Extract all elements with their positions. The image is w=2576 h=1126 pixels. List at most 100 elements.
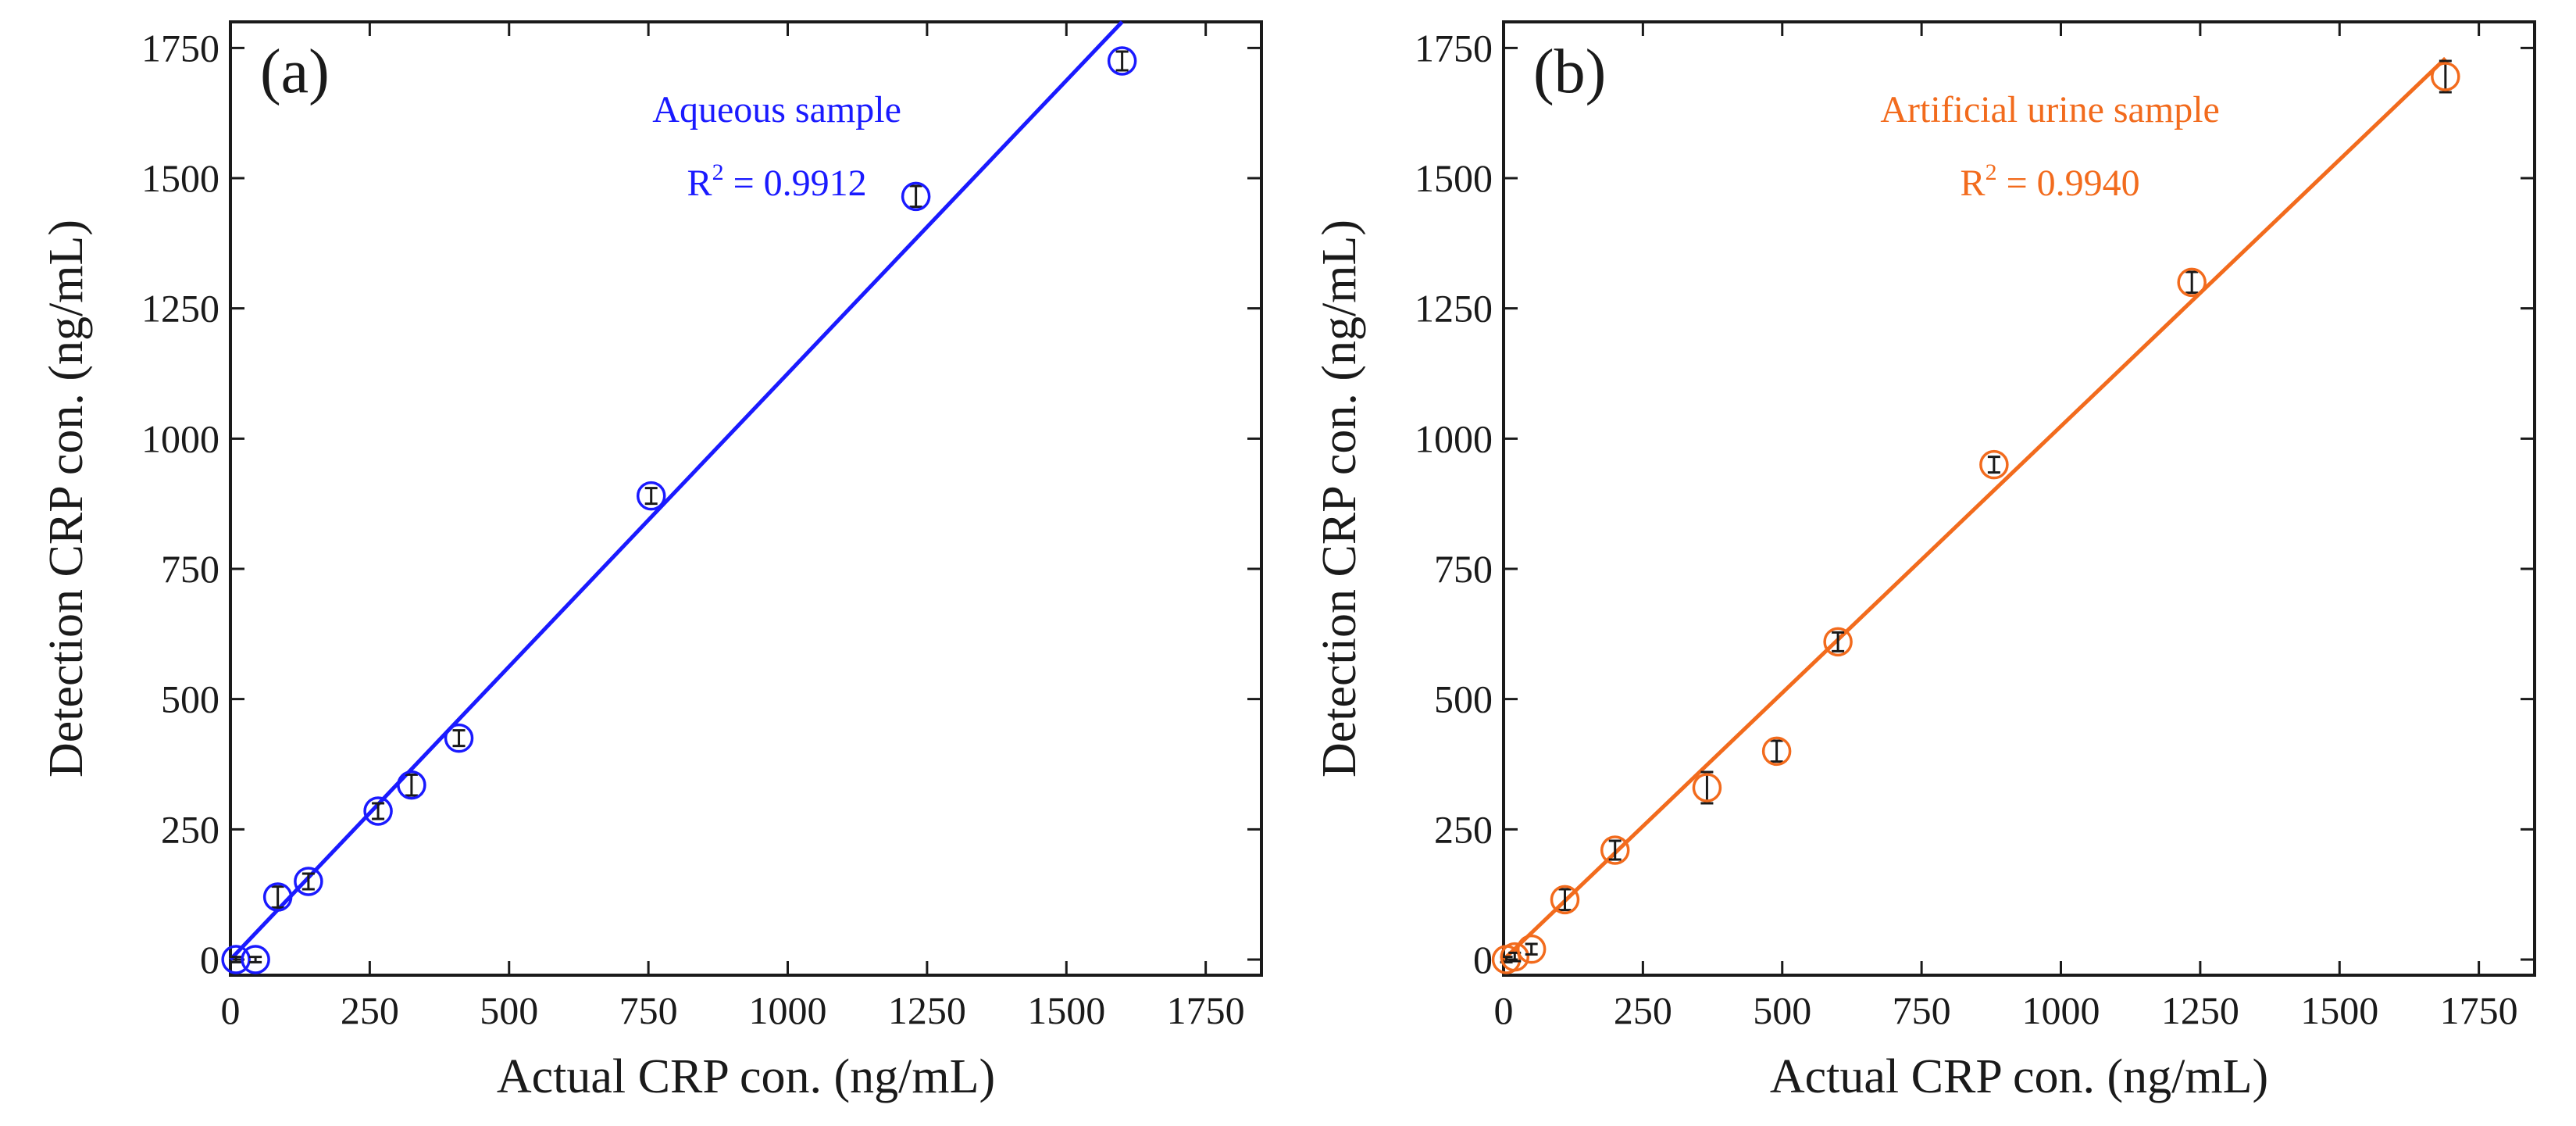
- panel-b: 0 250 500 750 1000 1250 1500 1750 0 250 500 750 1000…: [1313, 20, 2536, 1103]
- data-point: [444, 723, 474, 753]
- x-axis-title: Actual CRP con. (ng/mL): [497, 1050, 995, 1103]
- x-axis-title: Actual CRP con. (ng/mL): [1770, 1050, 2268, 1103]
- data-marker: [1761, 736, 1792, 767]
- r2-value: = 0.9940: [1997, 163, 2140, 204]
- r2-prefix: R: [1961, 163, 1986, 204]
- x-tick-label: 250: [341, 988, 399, 1032]
- y-axis-title: Detection CRP con. (ng/mL): [40, 220, 93, 777]
- x-tick-label: 1500: [1027, 988, 1105, 1032]
- r-squared-annotation: R2 = 0.9940: [1961, 159, 2140, 204]
- x-tick-label: 1750: [2440, 988, 2518, 1032]
- x-tick-label: 750: [1893, 988, 1951, 1032]
- r2-prefix: R: [687, 163, 712, 204]
- y-axis-title: Detection CRP con. (ng/mL): [1313, 220, 1366, 777]
- data-marker: [1500, 942, 1530, 972]
- data-marker: [636, 481, 666, 511]
- data-marker: [1516, 934, 1547, 964]
- data-point: [636, 481, 666, 511]
- x-tick-label: 1250: [2161, 988, 2239, 1032]
- tick-group: 0 250 500 750 1000 1250 1500 1750 0 250 500 750 1000…: [141, 22, 1261, 1032]
- data-marker: [363, 796, 393, 826]
- data-point: [1692, 770, 1722, 805]
- x-tick-label: 750: [619, 988, 678, 1032]
- data-marker: [221, 945, 251, 974]
- plot-frame: [1502, 20, 2536, 977]
- data-point: [241, 945, 270, 974]
- data-marker: [1600, 835, 1630, 865]
- data-point: [397, 770, 426, 800]
- r2-power: 2: [1986, 159, 1997, 185]
- data-marker: [1550, 885, 1580, 915]
- data-marker: [294, 867, 323, 896]
- x-tick-label: 1750: [1167, 988, 1245, 1032]
- plot-frame: [229, 20, 1263, 977]
- data-point: [1761, 736, 1792, 767]
- r2-power: 2: [712, 159, 724, 185]
- x-tick-label: 0: [221, 988, 241, 1032]
- y-tick-label: 1500: [1415, 156, 1493, 200]
- data-point: [1107, 46, 1137, 76]
- x-tick-label: 1250: [888, 988, 966, 1032]
- y-tick-label: 1000: [141, 416, 219, 460]
- data-point: [1823, 627, 1853, 657]
- data-point: [901, 181, 931, 212]
- y-tick-label: 0: [1473, 938, 1493, 981]
- r2-value: = 0.9912: [724, 163, 867, 204]
- y-tick-label: 250: [1434, 807, 1493, 851]
- data-marker: [444, 723, 474, 753]
- data-point: [221, 945, 251, 974]
- series-title: Aqueous sample: [652, 89, 901, 130]
- y-tick-label: 0: [200, 938, 219, 981]
- fit-line-group: [229, 20, 1124, 961]
- fit-line-group: [1502, 56, 2447, 961]
- y-tick-label: 1750: [141, 26, 219, 70]
- y-tick-label: 1250: [1415, 287, 1493, 331]
- y-tick-label: 500: [161, 677, 219, 721]
- data-point: [294, 867, 323, 896]
- y-tick-label: 1500: [141, 156, 219, 200]
- data-point-group: [221, 46, 1137, 974]
- data-point: [1550, 885, 1580, 915]
- y-tick-label: 750: [1434, 547, 1493, 591]
- panel-label: (b): [1533, 38, 1606, 106]
- data-marker: [241, 945, 270, 974]
- data-marker: [2177, 267, 2207, 298]
- data-point: [262, 882, 293, 912]
- data-marker: [1107, 46, 1137, 76]
- x-tick-label: 1000: [749, 988, 827, 1032]
- x-tick-label: 1000: [2022, 988, 2100, 1032]
- data-point: [2431, 59, 2460, 94]
- data-marker: [1979, 449, 2009, 480]
- data-point: [363, 796, 393, 826]
- data-point: [1516, 934, 1547, 964]
- y-tick-label: 1750: [1415, 26, 1493, 70]
- data-point: [1979, 449, 2009, 480]
- data-marker: [901, 181, 931, 212]
- x-tick-label: 1500: [2300, 988, 2378, 1032]
- data-marker: [397, 770, 426, 800]
- y-tick-label: 250: [161, 807, 219, 851]
- series-title: Artificial urine sample: [1880, 89, 2220, 130]
- y-tick-label: 1250: [141, 287, 219, 331]
- x-tick-label: 250: [1614, 988, 1672, 1032]
- y-tick-label: 500: [1434, 677, 1493, 721]
- x-tick-label: 500: [1753, 988, 1811, 1032]
- data-point: [1600, 835, 1630, 865]
- panel-label: (a): [260, 38, 330, 106]
- y-tick-label: 1000: [1415, 416, 1493, 460]
- tick-group: 0 250 500 750 1000 1250 1500 1750 0 250 500 750 1000…: [1415, 22, 2535, 1032]
- data-marker: [1692, 773, 1722, 802]
- fit-line: [1502, 56, 2447, 961]
- fit-line: [229, 20, 1124, 961]
- data-marker: [1823, 627, 1853, 657]
- r-squared-annotation: R2 = 0.9912: [687, 159, 867, 204]
- panel-a: 0 250 500 750 1000 1250 1500 1750 0 250 500 750 1000…: [40, 20, 1263, 1103]
- data-marker: [262, 882, 293, 912]
- x-tick-label: 500: [480, 988, 538, 1032]
- x-tick-label: 0: [1494, 988, 1514, 1032]
- y-tick-label: 750: [161, 547, 219, 591]
- data-point-group: [1491, 59, 2460, 974]
- data-marker: [2431, 62, 2460, 91]
- data-point: [2177, 267, 2207, 298]
